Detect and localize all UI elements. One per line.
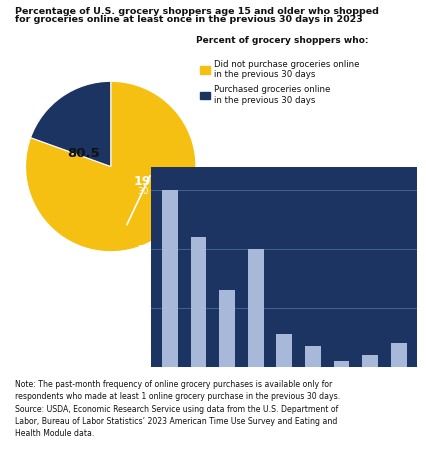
Bar <box>363 355 378 367</box>
Text: Percent of grocery shoppers who:: Percent of grocery shoppers who: <box>196 36 368 45</box>
Text: Percentage of U.S. grocery shoppers age 15 and older who shopped: Percentage of U.S. grocery shoppers age … <box>15 7 379 16</box>
Bar <box>190 237 206 367</box>
Text: 19.5: 19.5 <box>134 176 164 189</box>
Text: for groceries online at least once in the previous 30 days in 2023: for groceries online at least once in th… <box>15 15 363 24</box>
Bar <box>162 190 178 367</box>
Bar <box>305 346 321 367</box>
Bar <box>334 361 349 367</box>
Wedge shape <box>26 81 196 252</box>
Wedge shape <box>31 81 111 166</box>
Bar <box>276 334 292 367</box>
Text: Number of times groceries: Number of times groceries <box>224 411 345 420</box>
Bar <box>248 249 264 367</box>
Bar <box>219 290 235 367</box>
Legend: Did not purchase groceries online
in the previous 30 days, Purchased groceries o: Did not purchase groceries online in the… <box>200 60 360 104</box>
Text: were purchased online in the previous 30 days: were purchased online in the previous 30… <box>178 427 391 436</box>
Bar <box>391 343 407 367</box>
Text: Note: The past-month frequency of online grocery purchases is available only for: Note: The past-month frequency of online… <box>15 380 340 438</box>
Text: 80.5: 80.5 <box>67 147 100 160</box>
Y-axis label: Percent: Percent <box>124 250 133 284</box>
